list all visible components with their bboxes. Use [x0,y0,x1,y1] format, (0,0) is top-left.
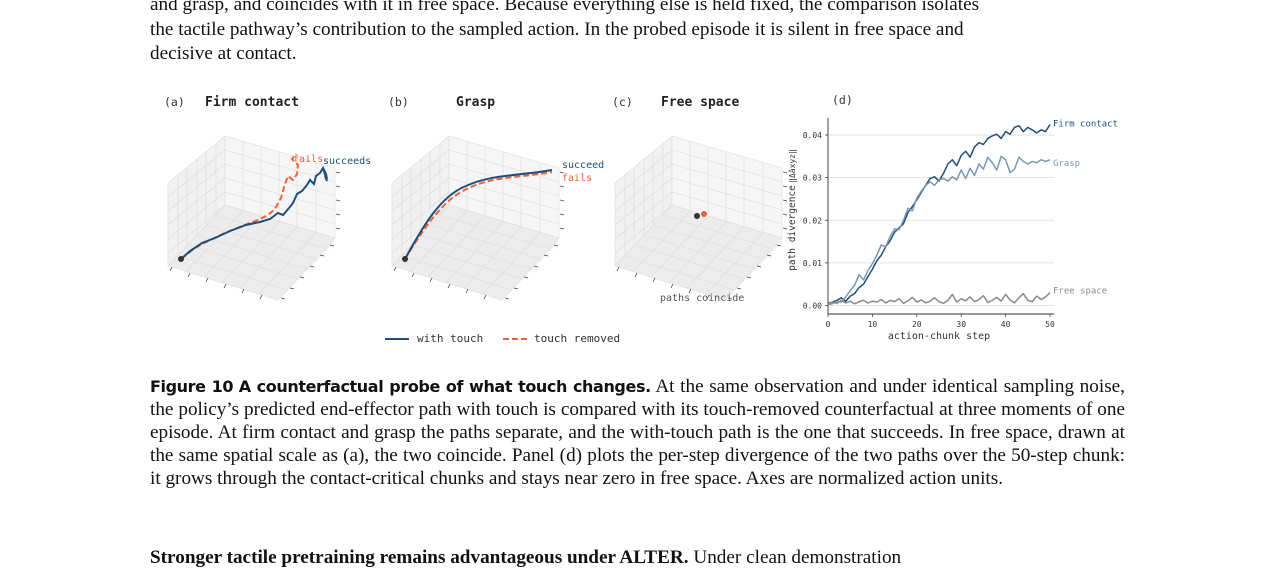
panel-a-axes-box [167,88,341,301]
body-paragraph: and grasp, and coincides with it in free… [150,0,1125,67]
panel-c: (c) Free space paths coincide [612,88,788,304]
panel-c-paths-coincide-label: paths coincide [660,293,744,304]
panel-a-letter: (a) [164,95,185,109]
panel-c-start-dot [694,213,700,219]
paragraph-line: decisive at contact. [150,43,297,64]
figure-caption: Figure 10 A counterfactual probe of what… [150,375,1125,490]
y-tick-label: 0.01 [803,259,822,268]
caption-text: At the same observation and under identi… [150,376,1125,489]
panel-a: (a) Firm contact fails succeeds [164,88,371,301]
panel-a-title: Firm contact [205,95,299,110]
panel-b-letter: (b) [388,95,409,109]
section-heading: Stronger tactile pretraining remains adv… [150,547,689,568]
panel-b-touch-removed-path [404,171,553,260]
panel-b-start-dot [402,256,408,262]
series-line [827,292,1051,305]
panel-c-letter: (c) [612,95,633,109]
x-tick-label: 0 [826,320,831,329]
section-paragraph: Stronger tactile pretraining remains adv… [150,546,1125,570]
caption-title: A counterfactual probe of what touch cha… [238,377,651,396]
y-tick-label: 0.04 [803,131,822,140]
series-line [827,123,1051,305]
panel-b-fails-label: fails [562,173,592,184]
x-tick-label: 30 [956,320,966,329]
panel-c-axes-box [614,88,788,301]
x-tick-label: 10 [868,320,878,329]
panel-b-title: Grasp [456,95,495,110]
y-axis-symbol: ‖Δâxyz‖ [788,149,797,183]
panel-b-succeed-label: succeed [562,160,604,171]
series-end-label: Free space [1053,287,1107,297]
divergence-chart: 0.00 0.01 0.02 0.03 0.04 0 10 20 30 40 50 action-ch… [787,118,1118,342]
panel-a-touch-removed-path [180,153,300,260]
series-end-label: Firm contact [1053,119,1118,129]
series-line [827,155,1051,306]
y-tick-label: 0.00 [803,301,822,310]
paragraph-line: and grasp, and coincides with it in free… [150,0,980,15]
panel-a-succeeds-label: succeeds [323,156,371,167]
panel-a-with-touch-path [180,165,328,260]
x-tick-label: 40 [1001,320,1011,329]
panel-d: (d) 0.00 0.01 0.02 0.03 0.04 0 10 20 30 40 50 actio… [787,93,1118,342]
panel-c-title: Free space [661,95,739,110]
figure-10: (a) Firm contact fails succeeds (b) Gras… [164,88,1118,345]
panel-b-axes-box [391,88,565,301]
paragraph-line: the tactile pathway’s contribution to th… [150,18,964,40]
x-tick-label: 50 [1045,320,1055,329]
y-axis-label: path divergence [787,185,798,271]
x-axis-label: action-chunk step [888,331,990,342]
panel-b-with-touch-path [404,169,553,260]
panel-b: (b) Grasp succeed fails [388,88,604,301]
legend: with touch touch removed [385,332,620,345]
panel-a-fails-label: fails [293,154,323,165]
legend-touch-removed-label: touch removed [534,332,620,345]
section-text: Under clean demonstration [693,547,902,568]
panel-d-letter: (d) [832,93,853,107]
series-end-label: Grasp [1053,159,1080,169]
y-tick-label: 0.02 [803,216,822,225]
x-tick-label: 20 [912,320,922,329]
panel-a-start-dot [178,256,184,262]
legend-with-touch-label: with touch [417,332,483,345]
y-tick-label: 0.03 [803,174,822,183]
panel-c-touch-removed-marker [701,211,707,217]
caption-figure-label: Figure 10 [150,377,234,396]
